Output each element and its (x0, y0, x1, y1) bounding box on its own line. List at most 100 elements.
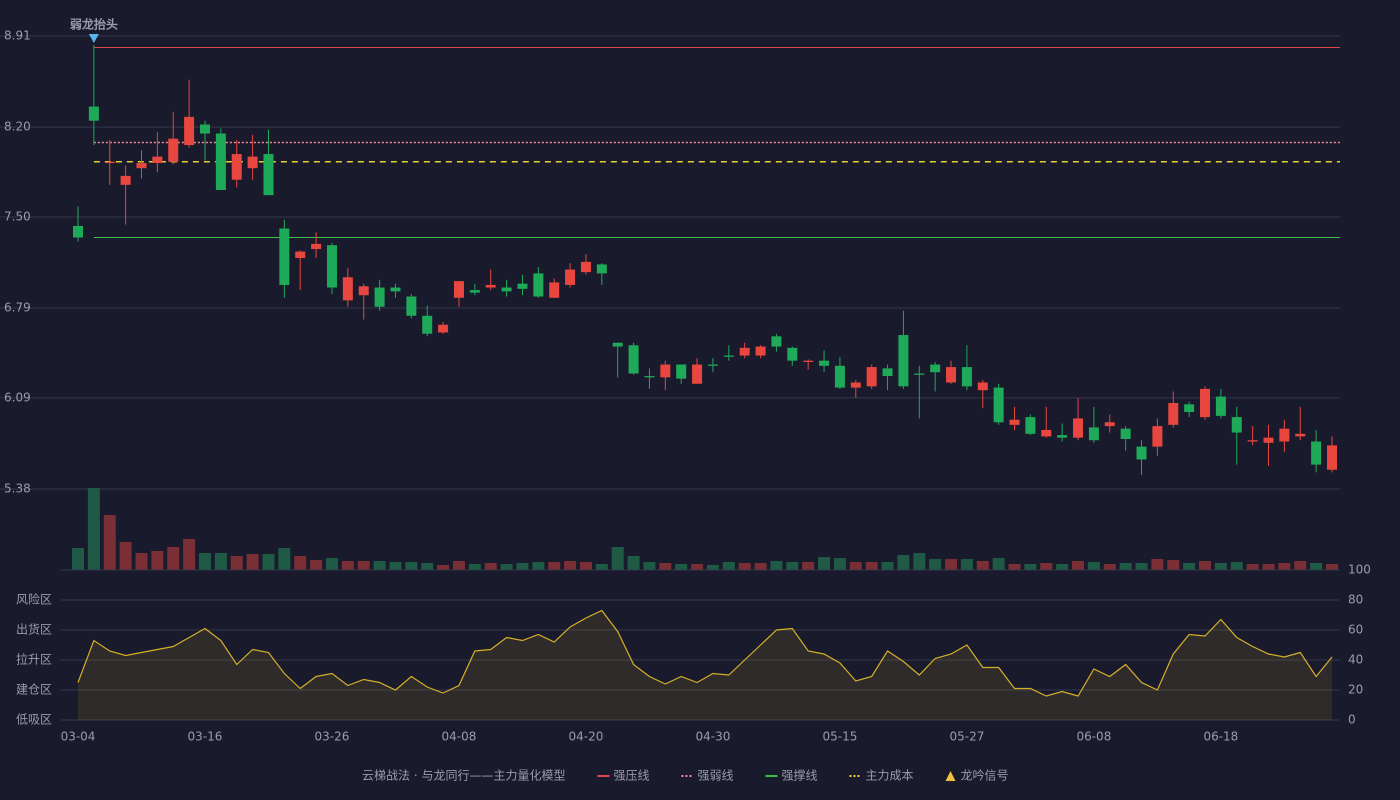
x-tick-label: 06-08 (1076, 730, 1111, 744)
candle-body (755, 346, 766, 356)
candle-body (1247, 440, 1258, 442)
volume-bar (1310, 563, 1323, 570)
volume-bar (1024, 564, 1037, 570)
candle-body (374, 287, 385, 307)
volume-bar (960, 559, 973, 570)
candle-body (803, 360, 814, 362)
volume-bar (468, 564, 481, 570)
y-tick-label: 6.79 (4, 301, 31, 315)
x-tick-label: 05-27 (949, 730, 984, 744)
candle-body (596, 264, 607, 274)
candle-body (120, 175, 131, 185)
candle-body (168, 138, 179, 162)
volume-bar (1230, 562, 1243, 570)
volume-bar (1278, 563, 1291, 570)
x-tick-label: 03-16 (188, 730, 223, 744)
candle-body (644, 376, 655, 378)
candle-body (1120, 428, 1131, 439)
y-tick-label: 8.91 (4, 29, 31, 43)
zone-label: 风险区 (16, 592, 52, 607)
volume-bar (183, 539, 196, 570)
volume-bar (1183, 563, 1196, 570)
volume-bar (818, 557, 831, 570)
candle-body (628, 345, 639, 374)
volume-bar (706, 565, 719, 570)
volume-bar (802, 562, 815, 570)
candle-body (1231, 417, 1242, 433)
x-tick-label: 04-30 (695, 730, 730, 744)
candle-body (406, 296, 417, 316)
candle-body (707, 364, 718, 366)
volume-bar (722, 562, 735, 570)
candle-body (977, 382, 988, 391)
candle-body (231, 154, 242, 180)
x-tick-label: 05-15 (822, 730, 857, 744)
volume-bar (405, 562, 418, 570)
candle-body (501, 287, 512, 292)
volume-bar (1056, 564, 1069, 570)
legend-label: 龙吟信号 (961, 768, 1009, 783)
volume-bar (452, 561, 465, 570)
candle-body (1263, 437, 1274, 443)
volume-bar (1072, 561, 1085, 570)
candle-body (1295, 433, 1306, 437)
volume-bar (595, 564, 608, 570)
legend-label: 主力成本 (866, 769, 914, 783)
volume-bar (246, 554, 259, 570)
candle-body (819, 360, 830, 366)
volume-bar (945, 559, 958, 570)
candle-body (771, 336, 782, 347)
legend-title: 云梯战法 · 与龙同行——主力量化模型 (362, 769, 565, 783)
volume-bar (1262, 564, 1275, 570)
candle-body (453, 281, 464, 298)
volume-bar (214, 553, 227, 570)
candle-body (1025, 417, 1036, 434)
volume-bar (548, 562, 561, 570)
candle-body (1327, 445, 1337, 470)
volume-bar (1246, 564, 1259, 570)
volume-bar (929, 559, 942, 570)
volume-bar (1087, 562, 1100, 570)
y-tick-label: 20 (1348, 683, 1363, 697)
volume-bar (643, 562, 656, 570)
candle-body (1311, 441, 1322, 465)
volume-bar (500, 564, 513, 570)
candle-body (279, 228, 290, 285)
candle-body (898, 335, 909, 387)
volume-bar (72, 548, 84, 570)
volume-bar (151, 551, 164, 570)
volume-bar (675, 564, 688, 570)
volume-bar (1040, 563, 1053, 570)
candle-body (692, 364, 703, 384)
volume-bar (1151, 559, 1164, 570)
signal-marker (88, 34, 99, 43)
volume-bar (437, 565, 450, 570)
volume-bar (167, 547, 180, 570)
volume-bar (87, 488, 100, 570)
zone-label: 建仓区 (16, 683, 52, 697)
volume-bar (786, 562, 799, 570)
volume-bar (611, 547, 624, 570)
candle-body (850, 382, 861, 388)
volume-bar (881, 562, 894, 570)
candle-body (1136, 446, 1147, 460)
volume-bar (103, 515, 116, 570)
volume-bar (357, 561, 370, 570)
volume-bar (310, 560, 323, 570)
candle-body (342, 277, 353, 301)
volume-bar (1008, 564, 1021, 570)
candle-body (295, 251, 306, 259)
volume-bar (1294, 561, 1307, 570)
candle-body (1041, 429, 1052, 437)
candle-body (469, 290, 480, 293)
candle-body (199, 124, 210, 134)
candle-body (533, 273, 544, 297)
volume-bar (897, 555, 910, 570)
candle-body (660, 364, 671, 378)
candle-body (565, 269, 576, 285)
oscillator-area (78, 610, 1332, 720)
candle-body (1104, 422, 1115, 427)
candle-body (390, 287, 401, 292)
